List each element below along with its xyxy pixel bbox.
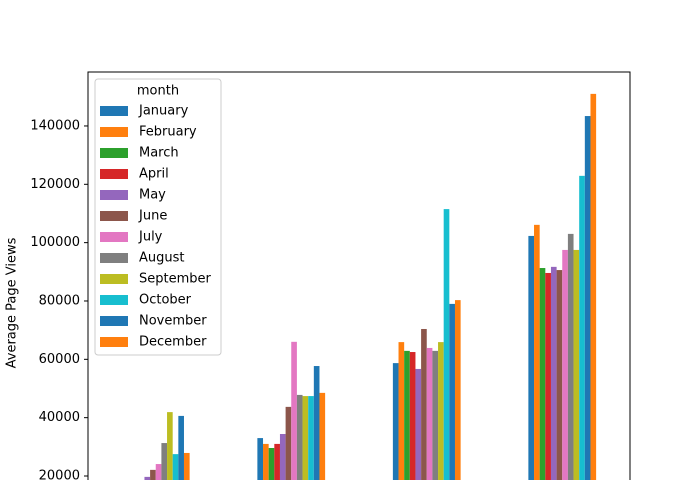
bar — [144, 476, 151, 480]
legend-swatch — [100, 169, 128, 179]
y-tick-label: 80000 — [39, 293, 80, 308]
legend-label: August — [139, 251, 185, 266]
bar — [573, 249, 580, 480]
legend-label: January — [138, 104, 189, 119]
bar — [534, 224, 540, 480]
legend-swatch — [100, 295, 128, 305]
bar — [550, 266, 557, 480]
legend-label: November — [139, 314, 207, 329]
bar — [183, 452, 190, 480]
bar — [155, 464, 162, 480]
y-axis-label: Average Page Views — [5, 237, 20, 368]
legend-swatch — [100, 274, 128, 284]
legend-label: October — [139, 293, 192, 308]
bar — [443, 209, 450, 480]
bar — [296, 394, 303, 480]
legend-label: May — [139, 188, 166, 203]
y-tick-label: 40000 — [39, 410, 80, 425]
bar — [454, 300, 461, 480]
legend-swatch — [100, 190, 128, 200]
axes-frame — [87, 71, 631, 480]
y-tick-label: 100000 — [30, 235, 80, 250]
legend-title: month — [137, 84, 179, 99]
y-tick-label: 20000 — [39, 469, 80, 480]
bar — [279, 433, 286, 480]
bar — [438, 342, 444, 480]
legend-swatch — [100, 232, 128, 242]
legend-swatch — [100, 337, 128, 347]
legend-swatch — [100, 253, 128, 263]
legend-label: December — [139, 335, 207, 350]
y-tick-label: 60000 — [39, 352, 80, 367]
legend-swatch — [100, 106, 128, 116]
bar — [167, 412, 173, 480]
bar — [263, 443, 269, 480]
bar — [590, 93, 597, 480]
bar — [319, 392, 326, 480]
bar — [302, 396, 309, 480]
bar — [313, 366, 320, 480]
bar — [409, 352, 416, 480]
bar — [539, 268, 546, 480]
bar — [285, 406, 292, 480]
bar — [426, 347, 433, 480]
bar — [398, 342, 405, 480]
bar — [421, 328, 427, 480]
bar — [562, 249, 568, 480]
legend-swatch — [100, 127, 128, 137]
legend-swatch — [100, 316, 128, 326]
bar — [545, 272, 551, 480]
bar — [172, 454, 179, 480]
legend-label: July — [138, 230, 163, 245]
bar — [268, 448, 275, 480]
bar — [584, 116, 591, 480]
bar — [528, 235, 535, 480]
bar — [579, 175, 585, 480]
y-tick-label: 120000 — [30, 177, 80, 192]
bar — [392, 363, 399, 480]
legend-label: September — [139, 272, 212, 287]
bar — [308, 396, 314, 480]
bar — [404, 350, 410, 480]
bar — [274, 443, 280, 480]
bar — [161, 443, 168, 480]
y-tick-label: 140000 — [30, 118, 80, 133]
bar — [178, 415, 184, 480]
bar — [415, 368, 422, 480]
legend-label: February — [139, 125, 197, 140]
bar — [556, 270, 563, 480]
bar — [291, 341, 297, 480]
bar — [449, 303, 455, 480]
bar — [150, 469, 156, 480]
legend-label: March — [139, 146, 179, 161]
legend-swatch — [100, 211, 128, 221]
legend-swatch — [100, 148, 128, 158]
bar — [432, 350, 439, 480]
bar — [257, 438, 264, 480]
legend-label: April — [139, 167, 169, 182]
legend-label: June — [138, 209, 167, 224]
bar — [567, 233, 574, 480]
